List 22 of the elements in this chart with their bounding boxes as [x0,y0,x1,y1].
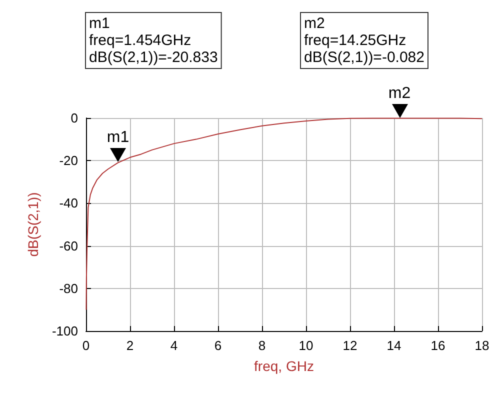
x-tick-label: 16 [430,338,446,353]
y-tick-label: -60 [59,238,78,254]
x-tick-label: 8 [258,338,266,353]
x-tick-label: 10 [298,338,314,353]
x-tick-label: 6 [214,338,222,353]
y-tick-label: -40 [59,196,78,211]
x-tick-label: 14 [386,338,402,353]
x-tick-label: 0 [82,338,90,353]
text: m2 freq=14.25GHz dB(S(2,1))=-0.082 [304,15,424,66]
x-axis-title: freq, GHz [254,358,314,374]
x-tick-label: 12 [342,338,358,353]
annotation: m2 [387,85,412,102]
x-tick-label: 18 [474,338,490,353]
y-tick-label: -20 [59,153,78,168]
y-tick-label: -80 [59,280,78,296]
annotation: m1 [106,129,130,146]
x-tick-label: 4 [170,338,178,353]
y-tick-label: -100 [52,324,78,338]
x-tick-label: 2 [126,338,134,353]
text: m1 freq=1.454GHz dB(S(2,1))=-20.833 [89,15,218,66]
y-axis-title: dB(S(2,1)) [25,192,41,257]
y-tick-label: 0 [70,110,78,126]
